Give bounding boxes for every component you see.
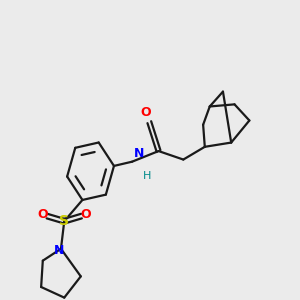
Text: N: N [54, 244, 64, 256]
Text: H: H [143, 171, 151, 181]
Text: O: O [140, 106, 151, 119]
Text: S: S [58, 214, 69, 228]
Text: N: N [134, 147, 144, 160]
Text: O: O [37, 208, 48, 221]
Text: O: O [81, 208, 92, 221]
